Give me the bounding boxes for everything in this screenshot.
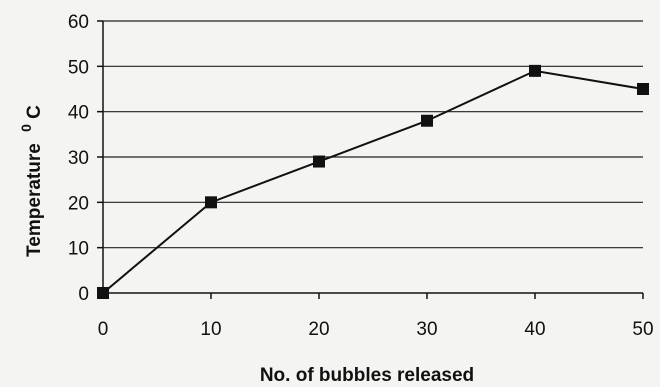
data-point-x10 <box>205 196 217 209</box>
x-tick-label-50: 50 <box>632 319 653 340</box>
y-tick-label-50: 50 <box>68 57 89 78</box>
y-axis-label: Temperature <box>24 143 45 257</box>
y-tick-label-10: 10 <box>68 239 89 260</box>
data-point-x40 <box>529 64 541 77</box>
data-point-x0 <box>97 287 109 299</box>
data-point-x50 <box>637 83 649 95</box>
y-tick-label-40: 40 <box>68 103 89 124</box>
y-tick-label-30: 30 <box>68 148 89 169</box>
series-line-0 <box>102 69 644 294</box>
series-group <box>97 64 649 299</box>
data-point-x30 <box>421 114 433 127</box>
x-tick-label-0: 0 <box>98 319 109 340</box>
y-axis-title: Temperature 0 C <box>15 105 45 257</box>
x-tick-label-10: 10 <box>200 319 221 340</box>
x-tick-label-40: 40 <box>524 319 545 340</box>
data-point-x20 <box>313 155 325 168</box>
y-tick-label-60: 60 <box>68 12 89 33</box>
x-tick-label-20: 20 <box>308 319 329 340</box>
y-tick-label-20: 20 <box>68 193 89 214</box>
x-tick-labels: 0 10 20 30 40 50 <box>98 293 654 340</box>
y-axis-label-superscript: 0 <box>18 124 34 132</box>
svg-text:Temperature 0 C: Temperature 0 C <box>15 105 45 257</box>
y-tick-label-0: 0 <box>78 284 89 305</box>
x-tick-label-30: 30 <box>416 319 437 340</box>
y-axis-label-unit: C <box>24 105 45 119</box>
x-axis-label: No. of bubbles released <box>260 365 474 386</box>
y-tick-labels: 0 10 20 30 40 50 60 <box>68 12 103 305</box>
gridlines <box>103 20 643 249</box>
